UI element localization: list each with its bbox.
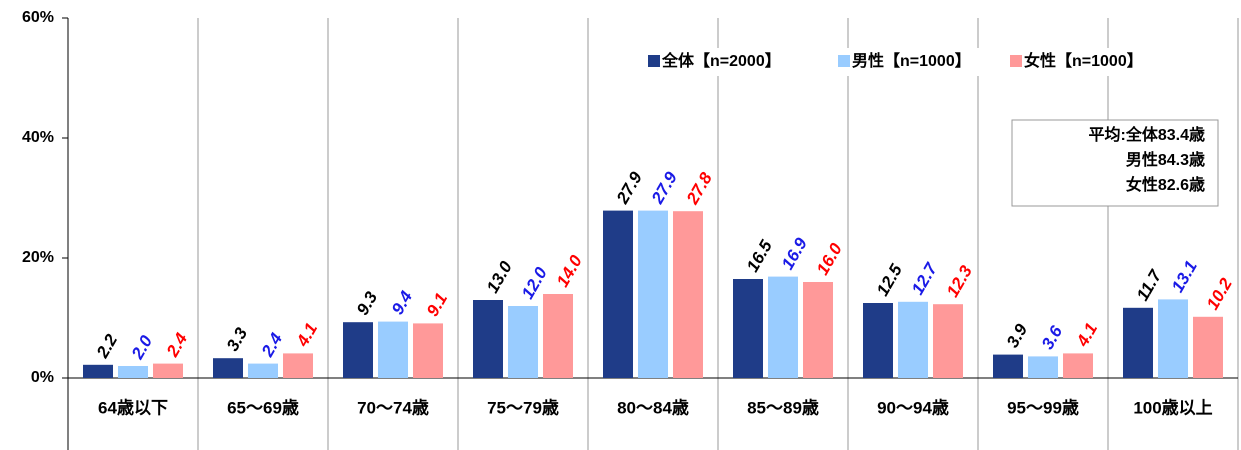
legend-label: 女性【n=1000】 [1024, 51, 1143, 70]
x-tick-label: 95～99歳 [1007, 397, 1079, 417]
y-tick-label: 0% [31, 369, 54, 386]
legend-label: 男性【n=1000】 [852, 51, 971, 70]
bar [543, 294, 573, 378]
bar [1028, 356, 1058, 378]
y-tick-label: 40% [22, 129, 54, 146]
x-tick-label: 85～89歳 [747, 397, 819, 417]
data-label: 2.0 [127, 332, 156, 363]
bar [83, 364, 113, 378]
bar [933, 304, 963, 378]
data-label: 2.4 [162, 329, 191, 360]
annotation-text: 女性82.6歳 [1126, 175, 1205, 194]
annotation-text: 平均:全体83.4歳 [1089, 125, 1205, 144]
x-tick-label: 75～79歳 [487, 397, 559, 417]
legend-bg [640, 48, 1215, 76]
data-label: 16.9 [778, 234, 811, 273]
bar [413, 323, 443, 378]
data-label: 13.0 [483, 258, 516, 297]
x-tick-label: 100歳以上 [1133, 397, 1212, 417]
data-label: 3.3 [223, 324, 252, 354]
bar [898, 301, 928, 378]
bar [768, 276, 798, 378]
annotation-text: 男性84.3歳 [1126, 150, 1205, 169]
data-label: 3.9 [1003, 320, 1032, 350]
x-tick-label: 70～74歳 [357, 397, 429, 417]
data-label: 2.2 [92, 331, 121, 362]
data-label: 9.3 [353, 288, 382, 318]
y-tick-label: 60% [22, 9, 54, 26]
data-label: 3.6 [1038, 322, 1067, 352]
data-label: 12.3 [943, 262, 976, 301]
bar [603, 210, 633, 378]
bar [118, 366, 148, 378]
data-label: 9.1 [423, 290, 451, 320]
bar [673, 211, 703, 378]
data-label: 27.9 [612, 168, 646, 207]
data-label: 27.8 [682, 169, 716, 208]
data-label: 12.5 [873, 261, 906, 300]
data-label: 11.7 [1133, 266, 1166, 304]
legend-swatch [1010, 55, 1022, 67]
bar [638, 210, 668, 378]
bar [733, 279, 763, 378]
data-label: 9.4 [388, 287, 417, 317]
bar [1158, 299, 1188, 378]
x-tick-label: 65～69歳 [227, 397, 299, 417]
data-label: 16.5 [743, 237, 776, 276]
bar [213, 358, 243, 378]
x-tick-label: 90～94歳 [877, 397, 949, 417]
x-tick-label: 64歳以下 [98, 397, 168, 417]
y-tick-label: 20% [22, 249, 54, 266]
data-label: 16.0 [813, 240, 846, 279]
bar [1123, 307, 1153, 378]
bar [1193, 316, 1223, 378]
data-label: 10.2 [1203, 274, 1236, 313]
bar [508, 306, 538, 378]
data-label: 4.1 [292, 320, 321, 351]
bar [378, 321, 408, 378]
data-label: 2.4 [257, 329, 286, 360]
bar [863, 303, 893, 378]
legend-label: 全体【n=2000】 [661, 51, 781, 70]
data-label: 13.1 [1168, 257, 1201, 295]
bar [473, 300, 503, 378]
data-label: 12.7 [908, 259, 942, 298]
bar [1063, 353, 1093, 378]
data-label: 4.1 [1072, 320, 1101, 351]
bar [993, 354, 1023, 378]
bar [248, 363, 278, 378]
bar [343, 322, 373, 378]
x-tick-label: 80～84歳 [617, 397, 689, 417]
bar [153, 363, 183, 378]
legend-swatch [838, 55, 850, 67]
bar [283, 353, 313, 378]
bar [803, 282, 833, 378]
annotation-box [1011, 119, 1219, 207]
data-label: 14.0 [553, 252, 586, 291]
legend-swatch [648, 55, 660, 67]
data-label: 27.9 [647, 168, 681, 207]
